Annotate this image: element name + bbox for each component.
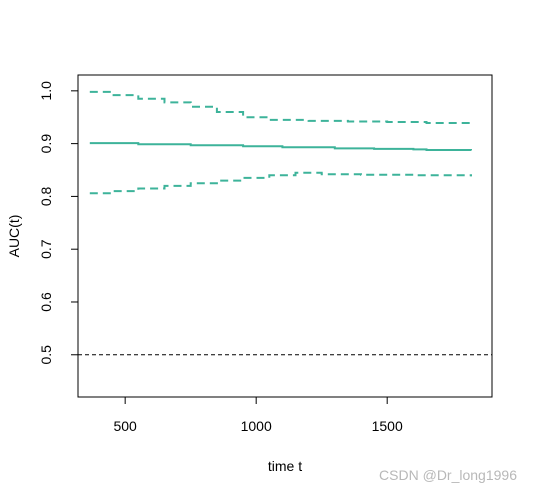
y-tick-label: 1.0	[38, 81, 54, 101]
x-tick-label: 1000	[241, 418, 272, 434]
y-tick-label: 0.6	[38, 292, 54, 312]
x-tick-label: 1500	[372, 418, 403, 434]
y-tick-label: 0.5	[38, 345, 54, 365]
y-axis: 0.5 0.6 0.7 0.8 0.9 1.0	[38, 81, 79, 365]
x-tick-label: 500	[113, 418, 137, 434]
chart-marks	[78, 90, 492, 356]
x-axis-title: time t	[268, 458, 302, 474]
y-axis-title: AUC(t)	[6, 215, 22, 258]
series-line-estimate	[89, 142, 472, 151]
series-line-upper	[89, 90, 472, 125]
series-line-lower	[89, 171, 472, 195]
y-tick-label: 0.9	[38, 134, 54, 154]
y-tick-label: 0.7	[38, 239, 54, 259]
watermark: CSDN @Dr_long1996	[379, 467, 517, 483]
y-tick-label: 0.8	[38, 186, 54, 206]
x-axis: 500 1000 1500	[113, 396, 403, 434]
